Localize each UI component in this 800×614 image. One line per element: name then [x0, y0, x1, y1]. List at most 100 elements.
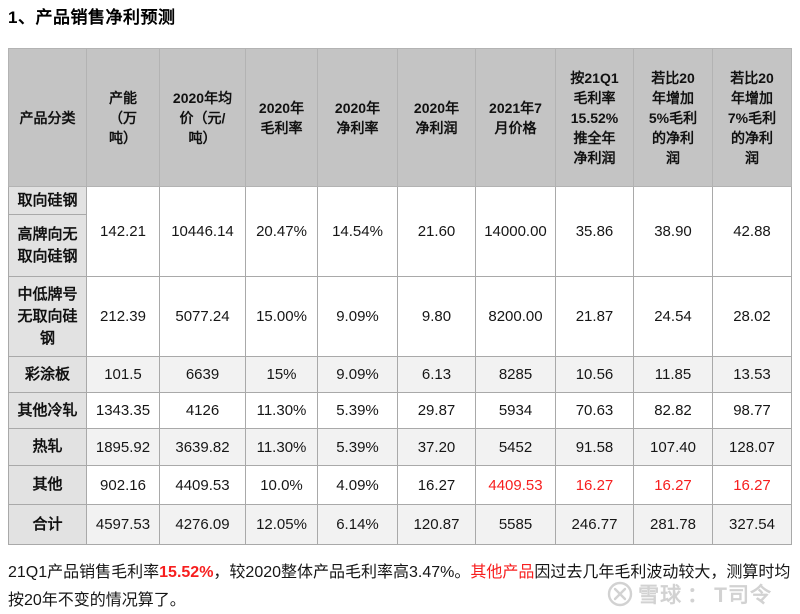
- data-cell: 20.47%: [245, 186, 318, 277]
- section-title: 1、产品销售净利预测: [8, 8, 176, 27]
- data-cell: 11.30%: [245, 428, 318, 466]
- data-cell: 246.77: [555, 504, 634, 545]
- data-cell: 6639: [159, 356, 246, 393]
- data-cell: 21.60: [397, 186, 476, 277]
- data-cell: 21.87: [555, 276, 634, 357]
- data-cell: 91.58: [555, 428, 634, 466]
- data-cell: 5452: [475, 428, 556, 466]
- table-row: 热轧 1895.92 3639.82 11.30% 5.39% 37.20 54…: [8, 428, 792, 466]
- data-cell: 4126: [159, 392, 246, 429]
- data-cell: 142.21: [86, 186, 160, 277]
- data-cell: 5077.24: [159, 276, 246, 357]
- table-row: 其他冷轧 1343.35 4126 11.30% 5.39% 29.87 593…: [8, 392, 792, 429]
- data-cell: 14.54%: [317, 186, 398, 277]
- data-cell: 902.16: [86, 465, 160, 505]
- data-cell: 13.53: [712, 356, 792, 393]
- row-label: 取向硅钢: [8, 186, 87, 215]
- data-cell: 4276.09: [159, 504, 246, 545]
- data-cell: 8200.00: [475, 276, 556, 357]
- data-cell: 1343.35: [86, 392, 160, 429]
- column-header: 产品分类: [8, 48, 87, 187]
- data-cell: 4.09%: [317, 465, 398, 505]
- row-label: 其他: [8, 465, 87, 505]
- data-cell: 98.77: [712, 392, 792, 429]
- data-cell: 5585: [475, 504, 556, 545]
- row-label: 热轧: [8, 428, 87, 466]
- data-cell: 6.14%: [317, 504, 398, 545]
- data-cell: 37.20: [397, 428, 476, 466]
- data-cell: 11.85: [633, 356, 713, 393]
- row-label: 高牌向无 取向硅钢: [8, 214, 87, 277]
- table-row-total: 合计 4597.53 4276.09 12.05% 6.14% 120.87 5…: [8, 504, 792, 545]
- data-cell: 6.13: [397, 356, 476, 393]
- footnote-text: ，较2020整体产品毛利率高3.47%。: [213, 564, 471, 581]
- data-cell: 107.40: [633, 428, 713, 466]
- column-header: 2020年均 价（元/ 吨）: [159, 48, 246, 187]
- data-cell: 4597.53: [86, 504, 160, 545]
- data-cell: 5.39%: [317, 392, 398, 429]
- profit-forecast-table: 产品分类 产能 （万 吨） 2020年均 价（元/ 吨） 2020年 毛利率 2…: [8, 48, 792, 545]
- data-cell: 35.86: [555, 186, 634, 277]
- data-cell: 101.5: [86, 356, 160, 393]
- table-row: 中低牌号 无取向硅 钢 212.39 5077.24 15.00% 9.09% …: [8, 276, 792, 357]
- column-header: 若比20 年增加 7%毛利 的净利 润: [712, 48, 792, 187]
- footnote-text: 因过去几年毛利波动较大，测算时均按20年不变的情况算了。: [8, 564, 791, 609]
- data-cell: 8285: [475, 356, 556, 393]
- data-cell: 38.90: [633, 186, 713, 277]
- data-cell: 128.07: [712, 428, 792, 466]
- data-cell: 28.02: [712, 276, 792, 357]
- data-cell: 70.63: [555, 392, 634, 429]
- row-label: 中低牌号 无取向硅 钢: [8, 276, 87, 357]
- watermark: 雪球： T司令: [607, 579, 772, 609]
- data-cell-highlighted: 16.27: [712, 465, 792, 505]
- watermark-source: 雪球: [638, 584, 683, 607]
- data-cell: 14000.00: [475, 186, 556, 277]
- watermark-username: T司令: [714, 584, 772, 607]
- data-cell-highlighted: 16.27: [555, 465, 634, 505]
- column-header: 2021年7 月价格: [475, 48, 556, 187]
- data-cell: 15%: [245, 356, 318, 393]
- data-cell: 281.78: [633, 504, 713, 545]
- data-cell: 327.54: [712, 504, 792, 545]
- data-cell: 9.80: [397, 276, 476, 357]
- data-cell: 4409.53: [159, 465, 246, 505]
- data-cell: 16.27: [397, 465, 476, 505]
- data-cell: 212.39: [86, 276, 160, 357]
- data-cell: 24.54: [633, 276, 713, 357]
- column-header: 2020年 毛利率: [245, 48, 318, 187]
- column-header: 产能 （万 吨）: [86, 48, 160, 187]
- table-row: 彩涂板 101.5 6639 15% 9.09% 6.13 8285 10.56…: [8, 356, 792, 393]
- data-cell: 15.00%: [245, 276, 318, 357]
- gross-margin-highlight: 15.52%: [159, 564, 214, 581]
- data-cell: 1895.92: [86, 428, 160, 466]
- data-cell: 120.87: [397, 504, 476, 545]
- data-cell: 9.09%: [317, 356, 398, 393]
- table-row: 高牌向无 取向硅钢: [8, 214, 792, 277]
- column-header: 2020年 净利润: [397, 48, 476, 187]
- column-header: 2020年 净利率: [317, 48, 398, 187]
- row-label: 彩涂板: [8, 356, 87, 393]
- data-cell: 9.09%: [317, 276, 398, 357]
- data-cell: 10446.14: [159, 186, 246, 277]
- data-cell: 5934: [475, 392, 556, 429]
- data-cell: 3639.82: [159, 428, 246, 466]
- data-cell: 12.05%: [245, 504, 318, 545]
- table-row: 其他 902.16 4409.53 10.0% 4.09% 16.27 4409…: [8, 465, 792, 505]
- data-cell: 10.0%: [245, 465, 318, 505]
- column-header: 按21Q1 毛利率 15.52% 推全年 净利润: [555, 48, 634, 187]
- watermark-separator: ：: [687, 584, 710, 607]
- data-cell: 42.88: [712, 186, 792, 277]
- table-row: 取向硅钢 142.21 10446.14 20.47% 14.54% 21.60…: [8, 186, 792, 277]
- xueqiu-logo-icon: [607, 581, 633, 607]
- data-cell: 10.56: [555, 356, 634, 393]
- column-header: 若比20 年增加 5%毛利 的净利 润: [633, 48, 713, 187]
- header-row: 产品分类 产能 （万 吨） 2020年均 价（元/ 吨） 2020年 毛利率 2…: [8, 48, 792, 187]
- row-label: 其他冷轧: [8, 392, 87, 429]
- row-label: 合计: [8, 504, 87, 545]
- data-cell: 82.82: [633, 392, 713, 429]
- data-cell: 11.30%: [245, 392, 318, 429]
- footnote: 21Q1产品销售毛利率15.52%，较2020整体产品毛利率高3.47%。其他产…: [8, 559, 792, 614]
- data-cell: 5.39%: [317, 428, 398, 466]
- other-products-highlight: 其他产品: [470, 564, 535, 581]
